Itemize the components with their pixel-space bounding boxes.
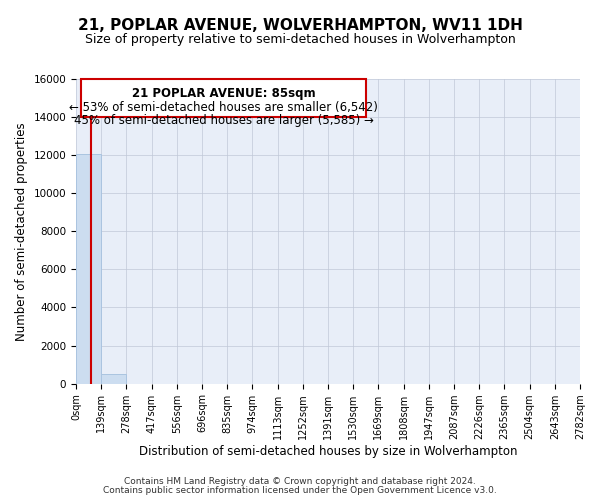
FancyBboxPatch shape — [81, 79, 366, 117]
Text: 21 POPLAR AVENUE: 85sqm: 21 POPLAR AVENUE: 85sqm — [131, 86, 315, 100]
Text: Size of property relative to semi-detached houses in Wolverhampton: Size of property relative to semi-detach… — [85, 32, 515, 46]
Text: 21, POPLAR AVENUE, WOLVERHAMPTON, WV11 1DH: 21, POPLAR AVENUE, WOLVERHAMPTON, WV11 1… — [77, 18, 523, 32]
Text: Contains HM Land Registry data © Crown copyright and database right 2024.: Contains HM Land Registry data © Crown c… — [124, 477, 476, 486]
Text: ← 53% of semi-detached houses are smaller (6,542): ← 53% of semi-detached houses are smalle… — [69, 101, 378, 114]
X-axis label: Distribution of semi-detached houses by size in Wolverhampton: Distribution of semi-detached houses by … — [139, 444, 517, 458]
Bar — [76, 154, 101, 384]
Y-axis label: Number of semi-detached properties: Number of semi-detached properties — [15, 122, 28, 340]
Text: Contains public sector information licensed under the Open Government Licence v3: Contains public sector information licen… — [103, 486, 497, 495]
Bar — [101, 374, 127, 384]
Text: 45% of semi-detached houses are larger (5,585) →: 45% of semi-detached houses are larger (… — [74, 114, 373, 127]
